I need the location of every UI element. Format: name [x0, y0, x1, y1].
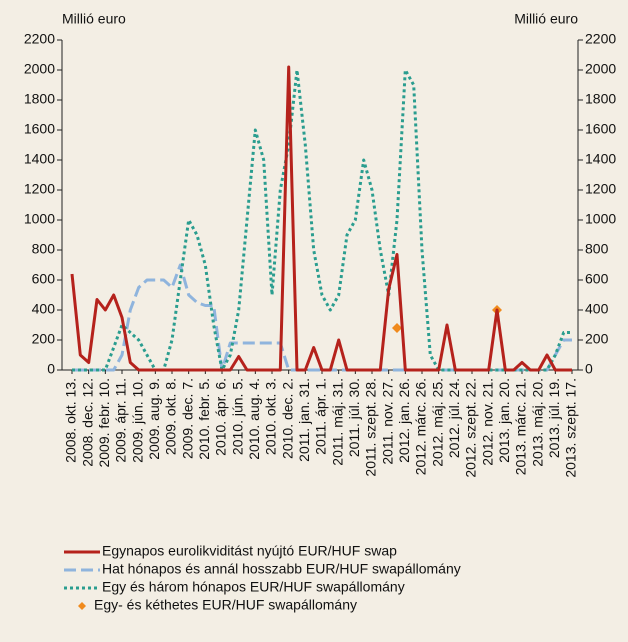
x-tick-label: 2010. febr. 5. — [196, 378, 212, 460]
y2-tick-label: 2200 — [585, 31, 616, 47]
x-tick-label: 2013. márc. 21. — [513, 378, 529, 475]
x-tick-label: 2012. jan. 26. — [396, 378, 412, 463]
x-tick-label: 2009. okt. 8. — [163, 378, 179, 455]
y-tick-label: 1800 — [24, 91, 55, 107]
x-tick-label: 2010. aug. 4. — [246, 378, 262, 460]
y2-tick-label: 0 — [585, 361, 593, 377]
x-tick-label: 2013. júl. 19. — [546, 378, 562, 458]
x-tick-label: 2009. ápr. 11. — [113, 378, 129, 463]
legend-label: Egy- és kéthetes EUR/HUF swapállomány — [94, 597, 357, 613]
y2-tick-label: 1800 — [585, 91, 616, 107]
y2-tick-label: 1600 — [585, 121, 616, 137]
x-tick-label: 2011. szept. 28. — [363, 378, 379, 477]
legend-label: Egy és három hónapos EUR/HUF swapállomán… — [102, 579, 405, 595]
x-tick-label: 2009. jún. 10. — [129, 378, 145, 463]
x-tick-label: 2013. jan. 20. — [496, 378, 512, 463]
line-series — [70, 65, 572, 372]
x-tick-label: 2012. nov. 21. — [479, 378, 495, 466]
y-tick-label: 200 — [32, 331, 56, 347]
y-tick-label: 800 — [32, 241, 56, 257]
x-tick-label: 2009. dec. 7. — [179, 378, 195, 459]
x-tick-label: 2009. febr. 10. — [96, 378, 112, 468]
x-tick-label: 2011. ápr. 1. — [313, 378, 329, 455]
x-tick-label: 2010. jún. 5. — [229, 378, 245, 455]
y2-tick-label: 800 — [585, 241, 609, 257]
y-tick-label: 1600 — [24, 121, 55, 137]
x-tick-label: 2011. máj. 31. — [329, 378, 345, 466]
x-tick-label: 2008. dec. 12. — [79, 378, 95, 467]
y2-tick-label: 1400 — [585, 151, 616, 167]
y2-tick-label: 1000 — [585, 211, 616, 227]
y-axis-label-left: Millió euro — [62, 11, 126, 27]
y-tick-label: 2000 — [24, 61, 55, 77]
y-tick-label: 1000 — [24, 211, 55, 227]
x-tick-label: 2011. júl. 30. — [346, 378, 362, 457]
x-tick-label: 2009. aug. 9. — [146, 378, 162, 460]
x-tick-label: 2012. márc. 26. — [413, 378, 429, 475]
y2-tick-label: 1200 — [585, 181, 616, 197]
y2-tick-label: 200 — [585, 331, 609, 347]
x-tick-label: 2013. szept. 17. — [563, 378, 579, 478]
x-tick-label: 2012. máj. 25. — [429, 378, 445, 467]
y-tick-label: 0 — [47, 361, 55, 377]
x-tick-label: 2013. máj. 20. — [529, 378, 545, 467]
y-tick-label: 400 — [32, 301, 56, 317]
x-tick-label: 2010. dec. 2. — [279, 378, 295, 459]
y2-tick-label: 400 — [585, 301, 609, 317]
y-axis-label-right: Millió euro — [514, 11, 578, 27]
x-tick-label: 2010. ápr. 6. — [213, 378, 229, 456]
x-tick-label: 2011. nov. 27. — [379, 378, 395, 465]
x-tick-label: 2012. szept. 22. — [463, 378, 479, 478]
x-tick-label: 2008. okt. 13. — [63, 378, 79, 463]
y2-tick-label: 2000 — [585, 61, 616, 77]
y-tick-label: 2200 — [24, 31, 55, 47]
legend-marker — [78, 602, 86, 610]
marker — [392, 323, 402, 333]
y2-tick-label: 600 — [585, 271, 609, 287]
y-tick-label: 1200 — [24, 181, 55, 197]
x-tick-label: 2011. jan. 31. — [296, 378, 312, 462]
legend-label: Egynapos eurolikviditást nyújtó EUR/HUF … — [102, 543, 397, 559]
x-tick-label: 2010. okt. 3. — [263, 378, 279, 455]
legend-label: Hat hónapos és annál hosszabb EUR/HUF sw… — [102, 561, 461, 577]
y-tick-label: 1400 — [24, 151, 55, 167]
x-tick-label: 2012. júl. 24. — [446, 378, 462, 458]
y-tick-label: 600 — [32, 271, 56, 287]
